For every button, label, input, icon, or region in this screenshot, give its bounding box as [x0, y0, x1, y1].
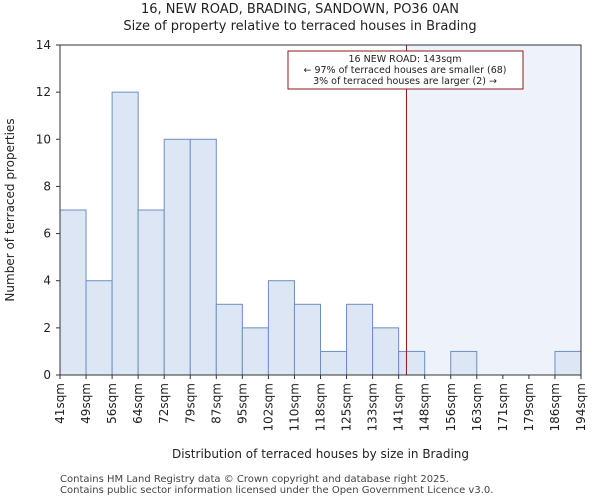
histogram-bar	[137, 209, 165, 376]
histogram-bar	[320, 350, 348, 376]
x-tick-label: 72sqm	[157, 383, 171, 424]
annotation-line-1: 16 NEW ROAD: 143sqm	[349, 54, 462, 65]
histogram-bar	[241, 327, 269, 376]
x-tick-label: 163sqm	[470, 383, 484, 431]
y-tick-label: 12	[36, 85, 51, 99]
x-tick-label: 56sqm	[105, 383, 119, 424]
x-tick-label: 95sqm	[235, 383, 249, 424]
x-tick-label: 171sqm	[496, 383, 510, 431]
histogram-bar	[189, 138, 217, 376]
annotation-line-3: 3% of terraced houses are larger (2) →	[313, 76, 497, 87]
histogram-bar	[163, 138, 191, 376]
x-tick-label: 110sqm	[287, 383, 301, 431]
histogram-bar	[450, 350, 478, 376]
histogram-bar	[346, 303, 374, 376]
histogram-bar	[372, 327, 400, 376]
histogram-bar	[85, 280, 113, 376]
histogram-bar	[111, 91, 139, 376]
histogram-bar	[59, 209, 87, 376]
x-tick-label: 64sqm	[131, 383, 145, 424]
histogram-bar	[293, 303, 322, 376]
histogram-bar	[398, 350, 426, 376]
x-tick-label: 194sqm	[574, 383, 588, 431]
x-tick-label: 133sqm	[366, 383, 380, 431]
y-tick-label: 14	[36, 38, 51, 52]
y-tick-label: 6	[43, 227, 51, 241]
chart-title: 16, NEW ROAD, BRADING, SANDOWN, PO36 0AN	[141, 2, 459, 17]
x-tick-label: 79sqm	[183, 383, 197, 424]
x-tick-label: 125sqm	[340, 383, 354, 431]
footer-line-2: Contains public sector information licen…	[60, 485, 494, 496]
histogram-bar	[215, 303, 243, 376]
x-tick-label: 49sqm	[79, 383, 93, 424]
x-tick-label: 156sqm	[444, 383, 458, 431]
y-axis-label: Number of terraced properties	[3, 118, 17, 301]
x-tick-label: 41sqm	[53, 383, 67, 424]
x-axis-label: Distribution of terraced houses by size …	[172, 447, 469, 461]
annotation-box: 16 NEW ROAD: 143sqm ← 97% of terraced ho…	[287, 50, 524, 90]
x-tick-label: 179sqm	[522, 383, 536, 431]
y-tick-label: 8	[43, 179, 51, 193]
y-tick-label: 10	[36, 132, 51, 146]
y-tick-label: 4	[43, 274, 51, 288]
x-tick-label: 87sqm	[209, 383, 223, 424]
chart-subtitle: Size of property relative to terraced ho…	[123, 19, 477, 34]
histogram-bar	[554, 350, 582, 376]
y-tick-label: 0	[43, 368, 51, 382]
x-tick-label: 148sqm	[418, 383, 432, 431]
x-tick-label: 102sqm	[261, 383, 275, 431]
annotation-line-2: ← 97% of terraced houses are smaller (68…	[303, 65, 506, 76]
larger-region-highlight	[406, 45, 581, 375]
x-tick-label: 186sqm	[548, 383, 562, 431]
x-tick-label: 118sqm	[314, 383, 328, 431]
histogram-bar	[267, 280, 295, 376]
x-tick-label: 141sqm	[392, 383, 406, 431]
y-tick-label: 2	[43, 321, 51, 335]
footer-line-1: Contains HM Land Registry data © Crown c…	[60, 474, 449, 485]
